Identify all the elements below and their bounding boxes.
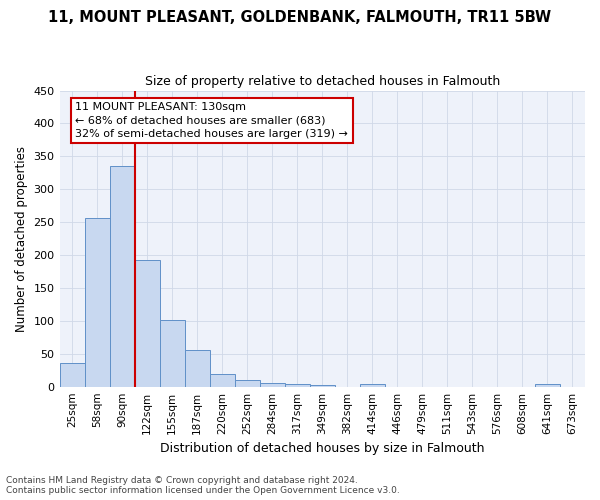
- Title: Size of property relative to detached houses in Falmouth: Size of property relative to detached ho…: [145, 75, 500, 88]
- Y-axis label: Number of detached properties: Number of detached properties: [15, 146, 28, 332]
- Text: 11, MOUNT PLEASANT, GOLDENBANK, FALMOUTH, TR11 5BW: 11, MOUNT PLEASANT, GOLDENBANK, FALMOUTH…: [49, 10, 551, 25]
- Bar: [134, 260, 160, 386]
- Text: 11 MOUNT PLEASANT: 130sqm
← 68% of detached houses are smaller (683)
32% of semi: 11 MOUNT PLEASANT: 130sqm ← 68% of detac…: [76, 102, 348, 139]
- Bar: [85, 218, 110, 386]
- Bar: [285, 384, 310, 386]
- Bar: [160, 320, 185, 386]
- Bar: [59, 363, 85, 386]
- Bar: [260, 382, 285, 386]
- Bar: [235, 380, 260, 386]
- X-axis label: Distribution of detached houses by size in Falmouth: Distribution of detached houses by size …: [160, 442, 485, 455]
- Bar: [535, 384, 560, 386]
- Bar: [185, 350, 209, 386]
- Bar: [360, 384, 385, 386]
- Text: Contains HM Land Registry data © Crown copyright and database right 2024.
Contai: Contains HM Land Registry data © Crown c…: [6, 476, 400, 495]
- Bar: [110, 166, 134, 386]
- Bar: [209, 374, 235, 386]
